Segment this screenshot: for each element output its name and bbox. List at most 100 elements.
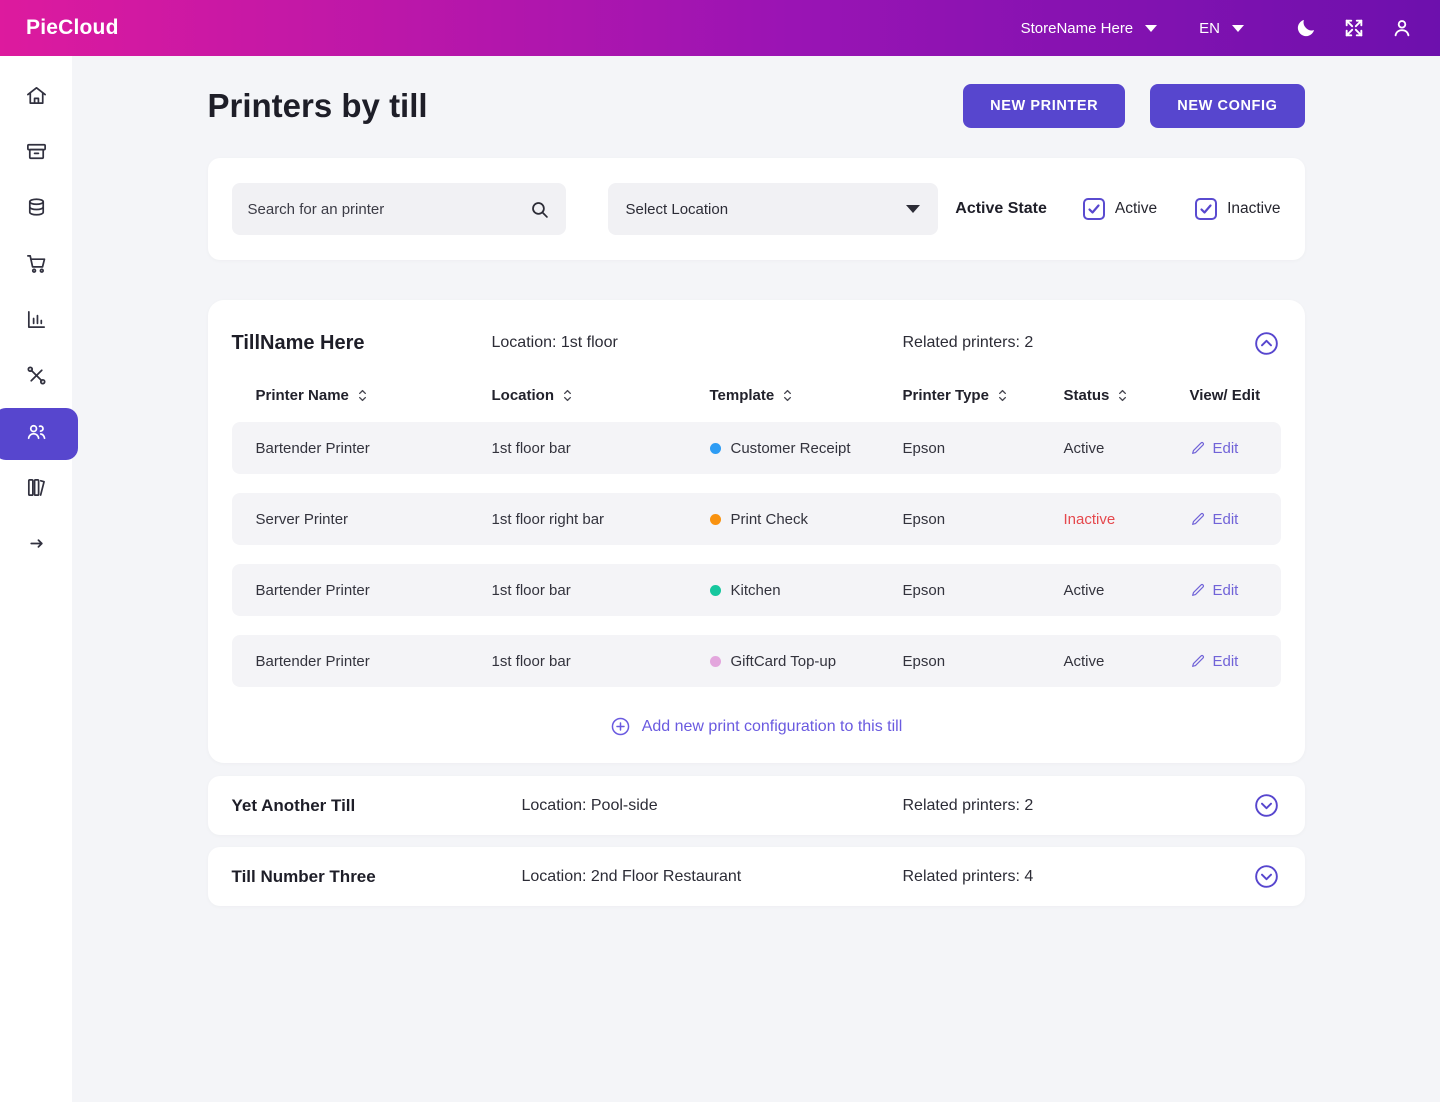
till-name: Till Number Three (231, 866, 376, 886)
edit-button[interactable]: Edit (1190, 653, 1269, 670)
till-card-collapsed: Till Number Three Location: 2nd Floor Re… (207, 847, 1305, 906)
column-printer-type[interactable]: Printer Type (903, 387, 1064, 404)
chevron-down-icon (1145, 24, 1158, 32)
edit-button[interactable]: Edit (1190, 582, 1269, 599)
sidebar-item-payments[interactable] (0, 182, 72, 238)
language-selector[interactable]: EN (1199, 20, 1244, 37)
active-state-filter: Active State Active Inactive (955, 198, 1281, 220)
sort-icon (356, 389, 369, 402)
store-selector[interactable]: StoreName Here (1021, 20, 1158, 37)
chevron-down-icon (905, 205, 920, 213)
template-color-dot (709, 442, 721, 454)
home-icon (25, 84, 48, 112)
sidebar-item-users[interactable] (0, 408, 78, 460)
till-card-expanded: TillName Here Location: 1st floor Relate… (207, 300, 1305, 763)
active-checkbox-group[interactable]: Active (1082, 198, 1158, 220)
search-icon[interactable] (529, 199, 550, 220)
status-cell: Active (1063, 652, 1105, 670)
printer-name-cell: Server Printer (255, 510, 349, 528)
column-location[interactable]: Location (492, 387, 710, 404)
till-location: Location: 1st floor (491, 334, 618, 351)
page-title: Printers by till (207, 87, 428, 124)
logout-icon (25, 532, 48, 560)
till-header: TillName Here Location: 1st floor Relate… (232, 322, 1281, 364)
table-header: Printer Name Location Template Printer T… (232, 376, 1281, 414)
fullscreen-icon[interactable] (1342, 16, 1366, 40)
add-print-config-link[interactable]: Add new print configuration to this till (232, 716, 1281, 737)
till-related-count: Related printers: 2 (902, 334, 1034, 351)
location-select[interactable]: Select Location (607, 183, 938, 235)
brand-logo: PieCloud (26, 16, 119, 39)
sidebar-item-reports-chart[interactable] (0, 294, 72, 350)
table-row: Bartender Printer 1st floor bar GiftCard… (231, 635, 1281, 687)
column-printer-name[interactable]: Printer Name (256, 387, 492, 404)
chart-icon (25, 308, 48, 336)
main-content: Printers by till NEW PRINTER NEW CONFIG … (72, 56, 1440, 1102)
location-cell: 1st floor right bar (491, 510, 605, 528)
location-cell: 1st floor bar (491, 652, 571, 670)
topbar: PieCloud StoreName Here EN (0, 0, 1440, 56)
user-icon[interactable] (1390, 16, 1414, 40)
page-header: Printers by till NEW PRINTER NEW CONFIG (208, 84, 1305, 128)
sidebar (0, 56, 78, 1102)
till-name: Yet Another Till (231, 795, 356, 815)
plus-circle-icon (611, 717, 629, 736)
collapse-button[interactable] (1253, 329, 1281, 357)
template-cell: Kitchen (709, 582, 903, 599)
location-cell: 1st floor bar (491, 439, 571, 457)
cart-icon (25, 252, 48, 280)
pencil-icon (1191, 654, 1204, 667)
checkbox-checked-icon[interactable] (1195, 198, 1218, 220)
sort-icon (996, 389, 1009, 402)
template-color-dot (709, 655, 721, 667)
topbar-icons (1294, 16, 1414, 40)
till-card-collapsed: Yet Another Till Location: Pool-side Rel… (207, 776, 1305, 835)
sort-icon (561, 389, 574, 402)
pencil-icon (1191, 512, 1204, 525)
printer-name-cell: Bartender Printer (255, 652, 370, 670)
sort-icon (781, 389, 794, 402)
search-input[interactable] (247, 200, 529, 218)
active-checkbox-label: Active (1114, 200, 1158, 217)
sidebar-item-tills[interactable] (0, 126, 72, 182)
sidebar-item-logout[interactable] (0, 518, 72, 574)
store-selector-label: StoreName Here (1020, 19, 1134, 37)
expand-button[interactable] (1253, 792, 1281, 820)
status-cell: Active (1063, 439, 1105, 457)
sidebar-item-home[interactable] (0, 70, 72, 126)
new-printer-button[interactable]: NEW PRINTER (963, 84, 1126, 128)
status-cell: Active (1063, 581, 1105, 599)
filter-card: Select Location Active State Active Inac… (207, 158, 1305, 260)
inactive-checkbox-label: Inactive (1227, 200, 1281, 217)
location-cell: 1st floor bar (491, 581, 571, 599)
printer-type-cell: Epson (902, 581, 946, 599)
expand-button[interactable] (1253, 863, 1281, 891)
template-cell: Customer Receipt (709, 440, 903, 457)
sidebar-item-orders[interactable] (0, 238, 72, 294)
pencil-icon (1191, 583, 1204, 596)
column-template[interactable]: Template (710, 387, 903, 404)
payments-icon (25, 196, 48, 224)
till-icon (25, 140, 48, 168)
template-cell: GiftCard Top-up (709, 653, 903, 670)
dark-mode-icon[interactable] (1294, 16, 1318, 40)
new-config-button[interactable]: NEW CONFIG (1150, 84, 1305, 128)
printer-type-cell: Epson (902, 652, 946, 670)
topbar-right: StoreName Here EN (1021, 16, 1414, 40)
sidebar-item-tools[interactable] (0, 350, 72, 406)
edit-button[interactable]: Edit (1190, 440, 1269, 457)
column-status[interactable]: Status (1064, 387, 1190, 404)
pencil-icon (1191, 441, 1204, 454)
active-state-label: Active State (955, 200, 1047, 217)
till-location: Location: 2nd Floor Restaurant (521, 867, 742, 885)
table-row: Bartender Printer 1st floor bar Customer… (231, 422, 1281, 474)
edit-button[interactable]: Edit (1190, 511, 1269, 528)
printer-name-cell: Bartender Printer (255, 439, 370, 457)
printer-name-cell: Bartender Printer (255, 581, 370, 599)
location-select-value: Select Location (625, 200, 729, 218)
sidebar-item-logs[interactable] (0, 462, 72, 518)
checkbox-checked-icon[interactable] (1082, 198, 1105, 220)
search-box (231, 183, 566, 235)
chevron-down-icon (1232, 24, 1244, 32)
inactive-checkbox-group[interactable]: Inactive (1195, 198, 1281, 220)
